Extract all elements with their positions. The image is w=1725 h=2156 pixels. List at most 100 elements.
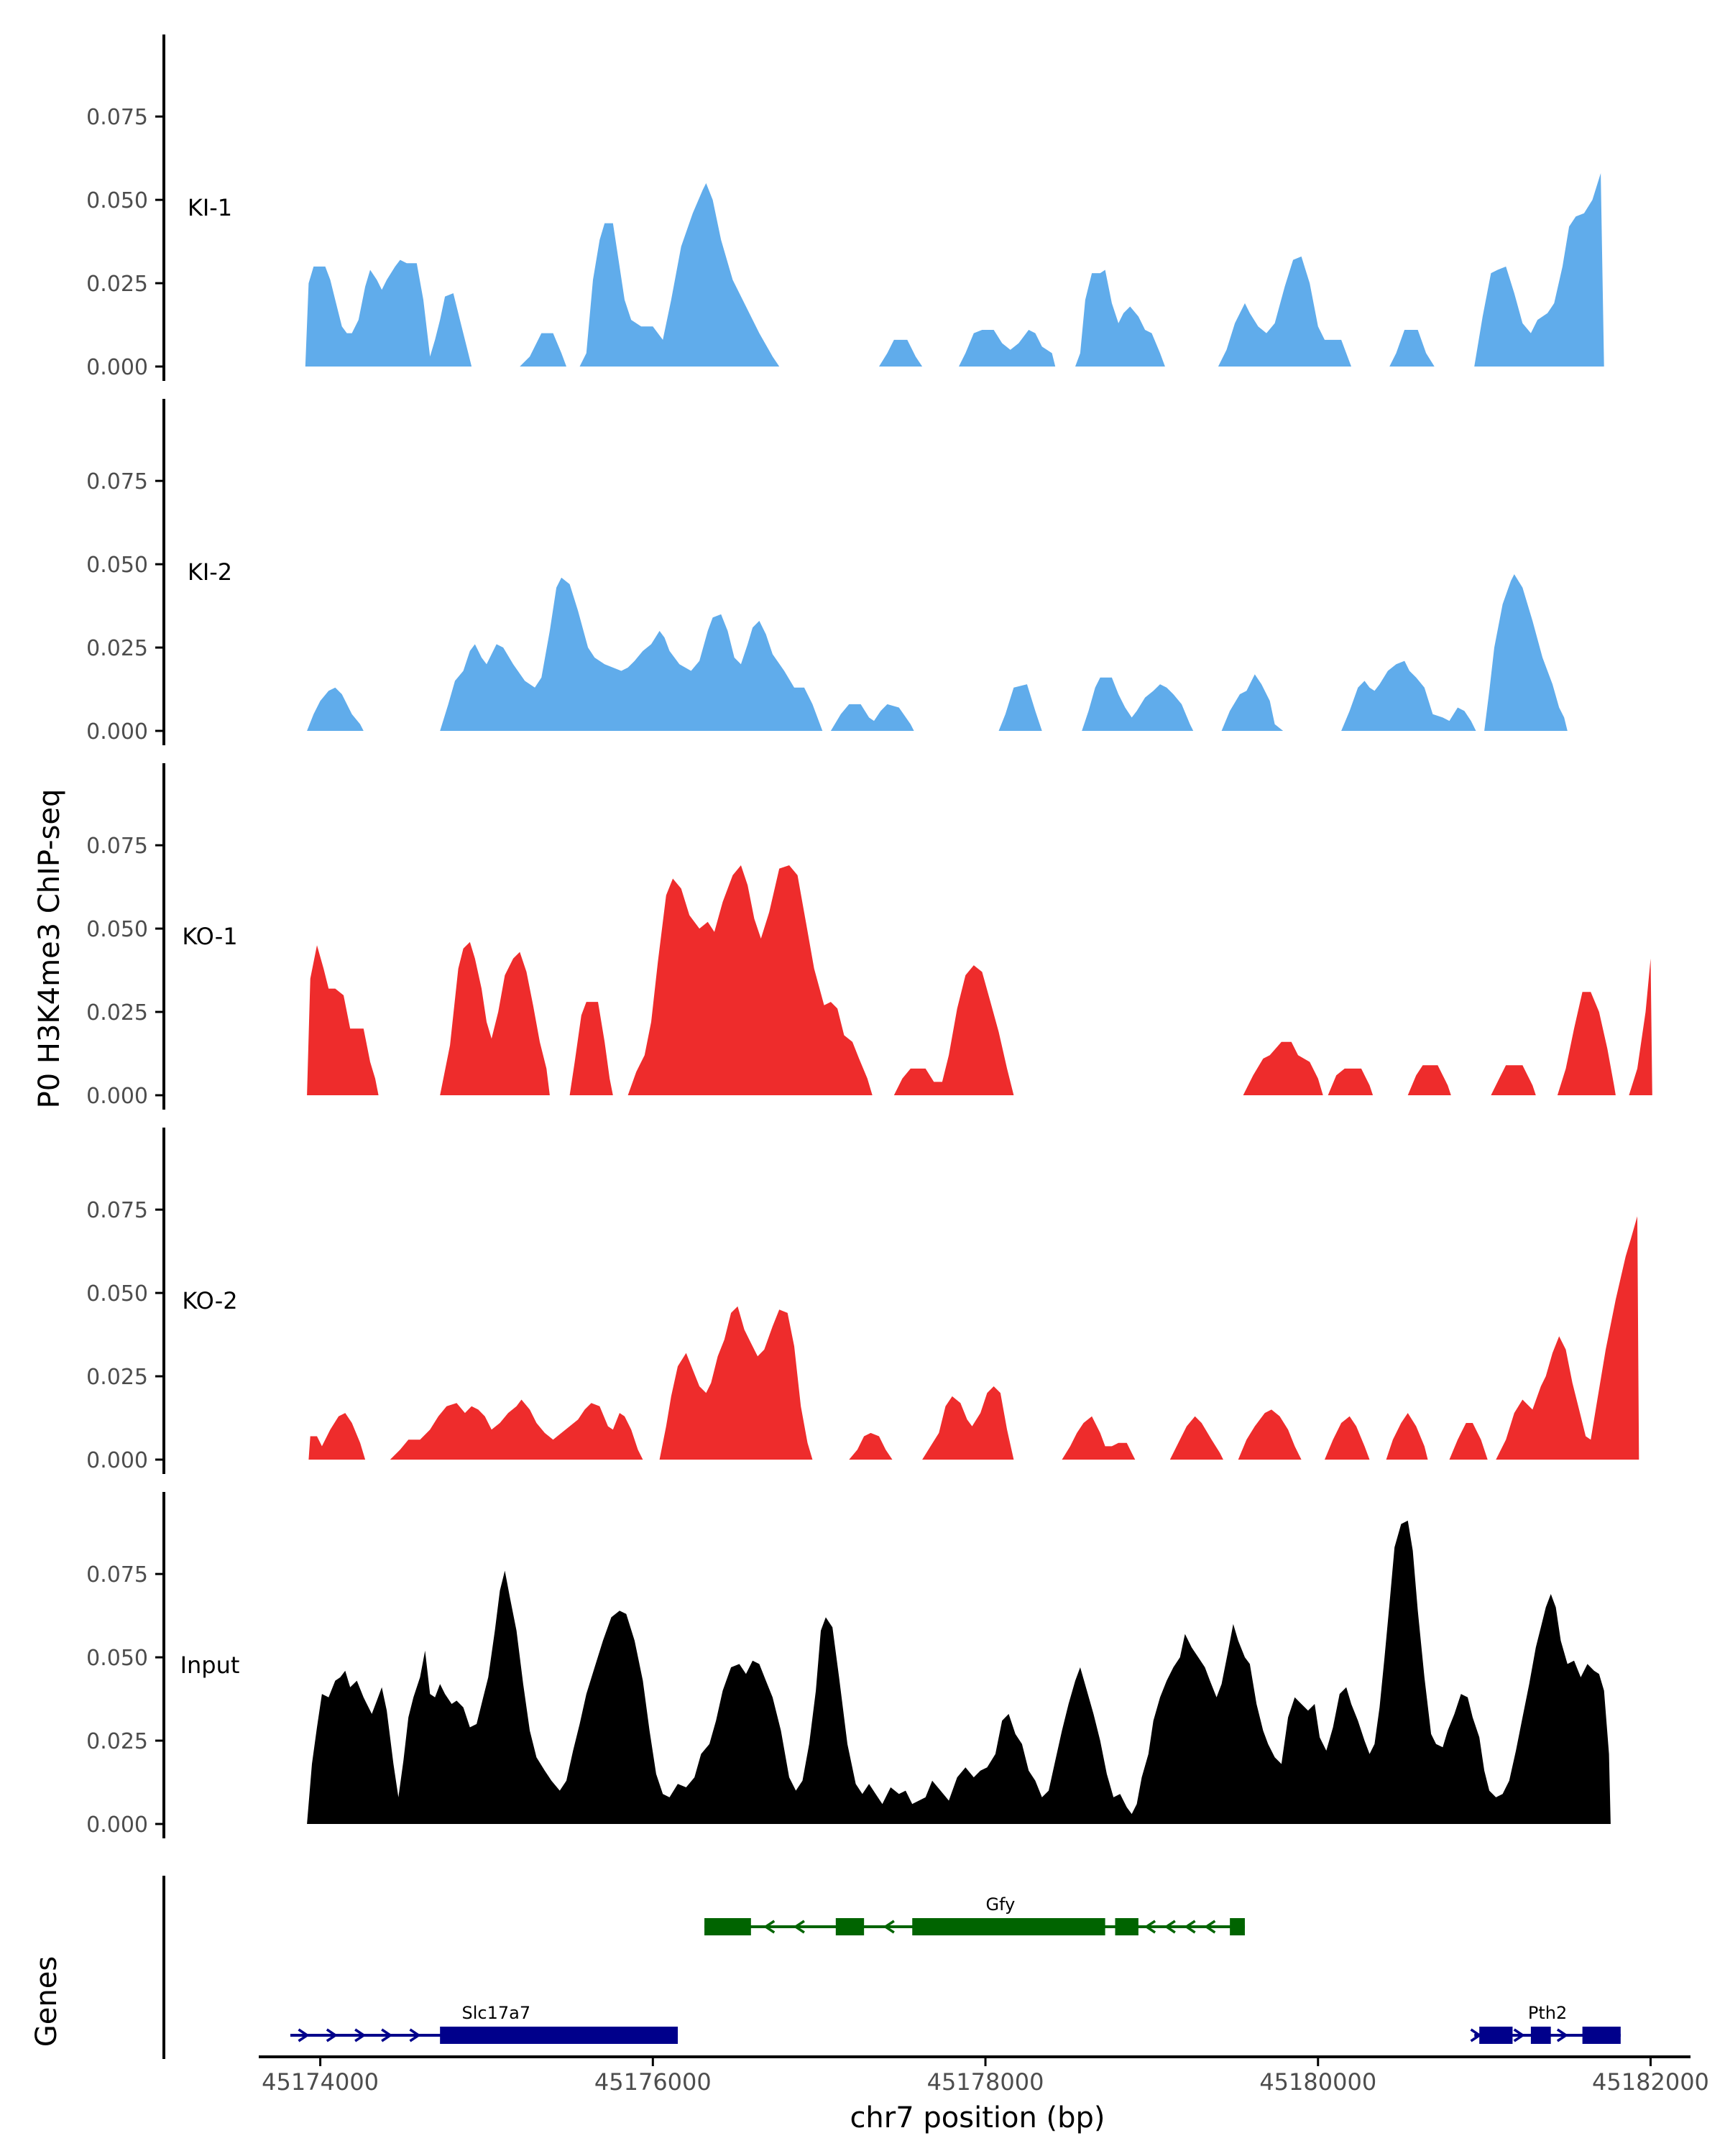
coverage-area — [1341, 660, 1476, 731]
y-tick-label: 0.000 — [86, 1084, 148, 1109]
gene-pth2: Pth2 — [1470, 2003, 1621, 2044]
gene-exon — [704, 1918, 751, 1935]
coverage-area — [1328, 1068, 1374, 1095]
x-tick-label: 45178000 — [927, 2068, 1044, 2096]
gene-name-label: Pth2 — [1528, 2003, 1567, 2023]
y-tick-label: 0.000 — [86, 1448, 148, 1473]
strand-arrow — [409, 2028, 421, 2042]
track-label: KO-1 — [182, 923, 237, 950]
y-tick-label: 0.050 — [86, 1646, 148, 1671]
track-panels: 0.0000.0250.0500.075KI-10.0000.0250.0500… — [86, 34, 1652, 1838]
y-tick-label: 0.025 — [86, 1729, 148, 1754]
gene-name-label: Gfy — [985, 1894, 1015, 1915]
y-tick-label: 0.000 — [86, 719, 148, 745]
y-tick-label: 0.075 — [86, 105, 148, 130]
strand-arrow — [1204, 1920, 1216, 1934]
genes-panel-label: Genes — [30, 1956, 63, 2047]
coverage-area — [627, 865, 873, 1095]
x-tick-label: 45176000 — [594, 2068, 712, 2096]
coverage-area — [1218, 256, 1351, 367]
strand-arrow — [763, 1920, 776, 1934]
coverage-area — [1449, 1423, 1488, 1460]
x-tick-label: 45180000 — [1259, 2068, 1376, 2096]
track-label: KI-2 — [188, 558, 232, 586]
coverage-area — [308, 1413, 366, 1460]
coverage-area — [1629, 958, 1652, 1095]
coverage-area — [1386, 1413, 1428, 1460]
track-label: KO-2 — [182, 1287, 237, 1314]
strand-arrow — [1556, 2028, 1569, 2042]
track-label: Input — [180, 1651, 240, 1679]
strand-arrow — [298, 2028, 310, 2042]
gene-exon — [1479, 2027, 1513, 2044]
coverage-area — [1325, 1416, 1370, 1460]
y-tick-label: 0.075 — [86, 469, 148, 494]
gene-gfy: Gfy — [704, 1894, 1245, 1935]
coverage-area — [1407, 1065, 1451, 1095]
coverage-area — [1491, 1065, 1536, 1095]
y-tick-label: 0.050 — [86, 553, 148, 578]
gene-exon — [912, 1918, 1105, 1935]
y-tick-label: 0.025 — [86, 272, 148, 297]
gene-exon — [1230, 1918, 1245, 1935]
coverage-area — [659, 1306, 813, 1460]
strand-arrow — [1470, 2028, 1482, 2042]
coverage-area — [1474, 173, 1604, 367]
track-ki-1: 0.000 0.025 0.050 0.075 KI-1 — [86, 34, 1604, 381]
coverage-area — [830, 704, 914, 731]
y-tick-label: 0.075 — [86, 834, 148, 859]
coverage-area — [893, 965, 1014, 1095]
track-ko-2: 0.000 0.025 0.050 0.075 KO-2 — [86, 1128, 1639, 1474]
x-axis: 45174000 45176000 45178000 45180000 45182000 — [259, 2055, 1709, 2096]
strand-arrow — [1184, 1920, 1196, 1934]
coverage-area — [307, 1520, 1611, 1824]
coverage-area — [579, 183, 780, 367]
y-tick-label: 0.075 — [86, 1562, 148, 1588]
x-axis-label: chr7 position (bp) — [850, 2101, 1105, 2134]
track-input: 0.000 0.025 0.050 0.075 Input — [86, 1492, 1611, 1838]
y-tick-label: 0.025 — [86, 1365, 148, 1390]
coverage-area — [849, 1432, 893, 1460]
x-tick-label: 45182000 — [1592, 2068, 1709, 2096]
coverage-area — [1389, 330, 1435, 367]
strand-arrow — [326, 2028, 338, 2042]
coverage-area — [307, 945, 379, 1095]
y-tick-label: 0.000 — [86, 355, 148, 380]
coverage-area — [1082, 677, 1194, 731]
coverage-area — [879, 339, 923, 367]
gene-exon — [1115, 1918, 1138, 1935]
y-tick-label: 0.050 — [86, 917, 148, 942]
coverage-area — [520, 333, 566, 367]
y-axis-label: P0 H3K4me3 ChIP-seq — [33, 789, 66, 1109]
strand-arrow — [1513, 2028, 1525, 2042]
y-tick-label: 0.050 — [86, 1281, 148, 1307]
coverage-area — [1075, 270, 1165, 367]
gene-exon — [1530, 2027, 1551, 2044]
y-tick-label: 0.025 — [86, 636, 148, 661]
coverage-area — [959, 330, 1056, 367]
track-ko-1: 0.000 0.025 0.050 0.075 KO-1 — [86, 763, 1652, 1110]
gene-exon — [835, 1918, 865, 1935]
strand-arrow — [793, 1920, 805, 1934]
coverage-area — [390, 1399, 643, 1460]
y-tick-label: 0.000 — [86, 1812, 148, 1838]
coverage-area — [1496, 1216, 1639, 1460]
strand-arrow — [883, 1920, 895, 1934]
coverage-area — [440, 577, 823, 731]
coverage-area — [1238, 1409, 1302, 1460]
gene-name-label: Slc17a7 — [462, 2003, 531, 2023]
track-ki-2: 0.000 0.025 0.050 0.075 KI-2 — [86, 399, 1568, 745]
gene-slc17a7: Slc17a7 — [290, 2003, 678, 2044]
coverage-area — [1221, 674, 1284, 731]
y-tick-label: 0.075 — [86, 1198, 148, 1223]
gene-exon — [440, 2027, 678, 2044]
strand-arrow — [354, 2028, 367, 2042]
y-tick-label: 0.050 — [86, 188, 148, 213]
coverage-area — [305, 259, 472, 367]
coverage-area — [1557, 992, 1616, 1095]
coverage-area — [1062, 1416, 1136, 1460]
y-tick-label: 0.025 — [86, 1000, 148, 1026]
coverage-area — [569, 1002, 613, 1095]
track-label: KI-1 — [188, 194, 232, 221]
